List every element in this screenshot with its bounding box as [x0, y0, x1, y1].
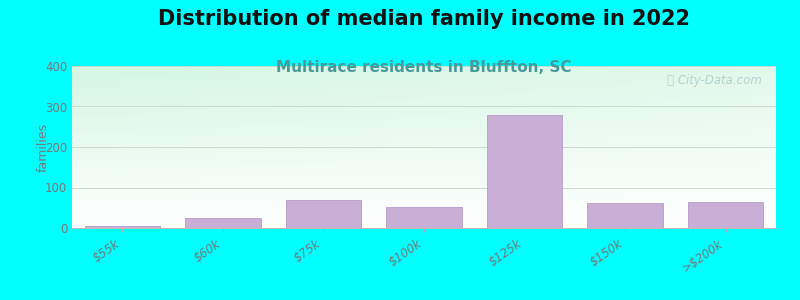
- Y-axis label: families: families: [37, 122, 50, 172]
- Text: ⓘ City-Data.com: ⓘ City-Data.com: [667, 74, 762, 87]
- Bar: [386, 207, 462, 228]
- Bar: [688, 202, 763, 228]
- Bar: [286, 200, 361, 228]
- Bar: [587, 203, 663, 228]
- Bar: [487, 115, 562, 228]
- Text: Multirace residents in Bluffton, SC: Multirace residents in Bluffton, SC: [276, 60, 572, 75]
- Text: Distribution of median family income in 2022: Distribution of median family income in …: [158, 9, 690, 29]
- Bar: [85, 226, 160, 228]
- Bar: [185, 218, 261, 228]
